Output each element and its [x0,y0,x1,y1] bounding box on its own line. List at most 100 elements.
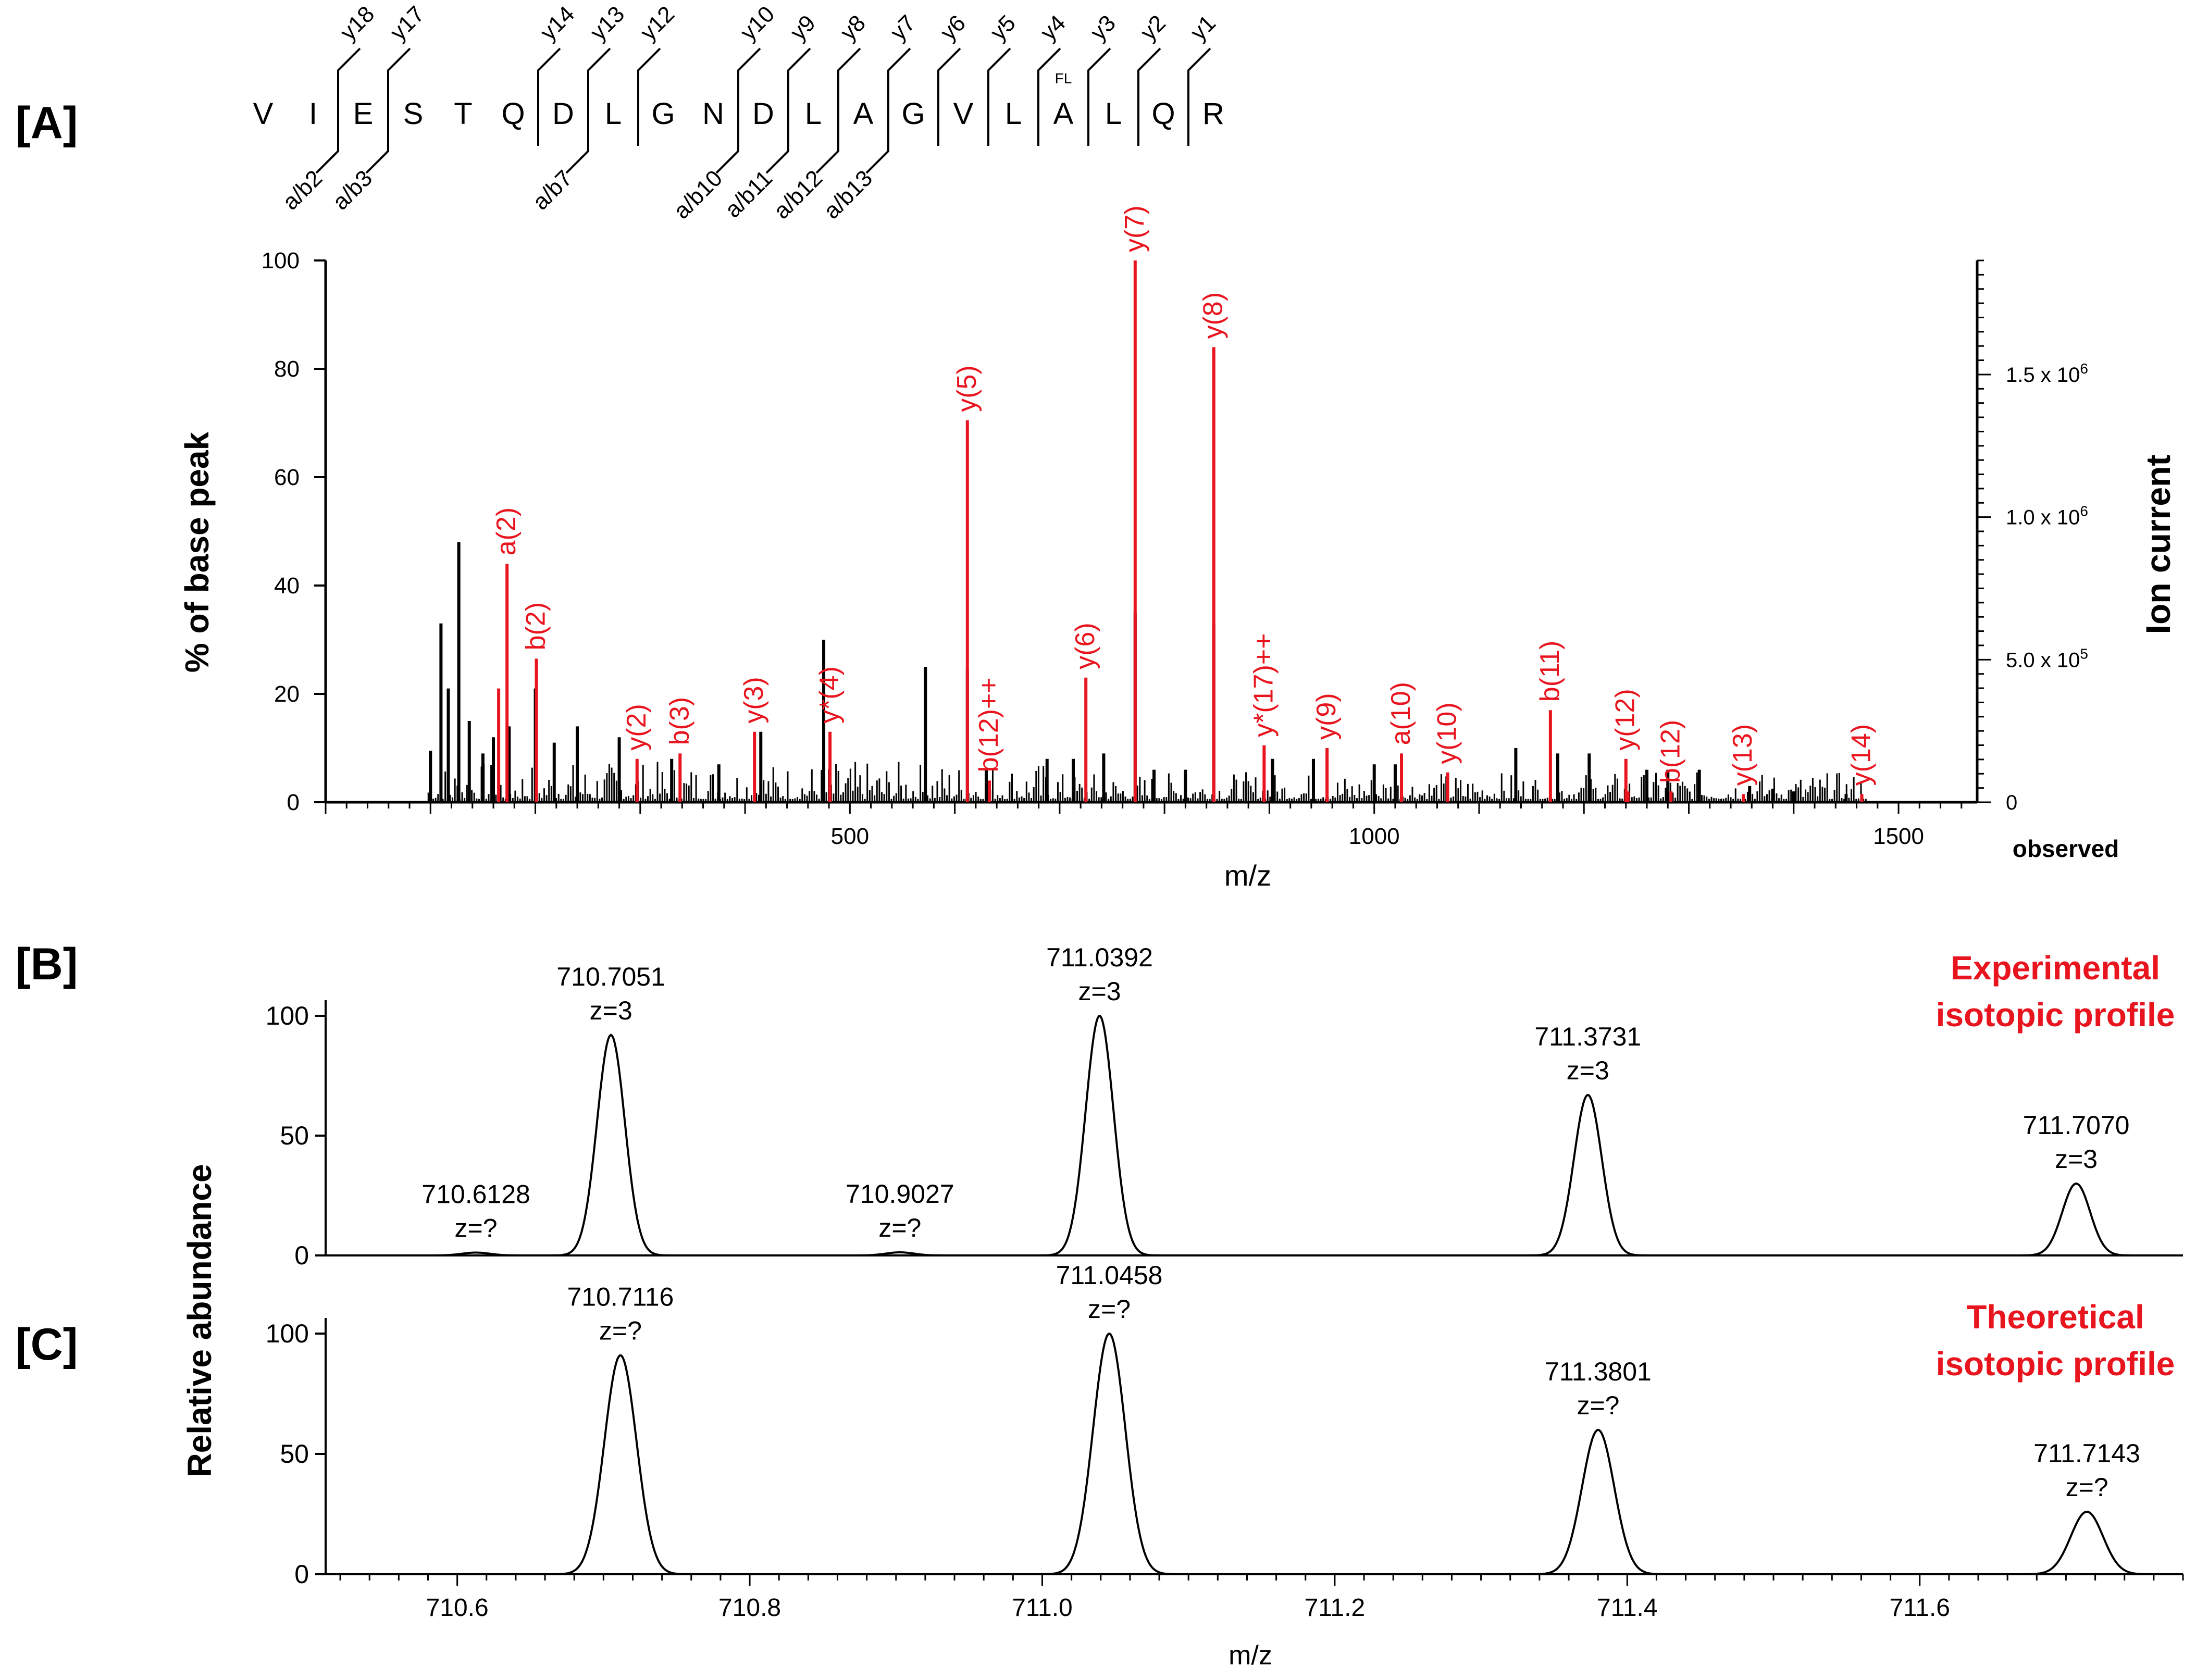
y2-tick-label: 5.0 x 105 [2006,645,2088,671]
y-ion-bracket [937,47,961,146]
y-tick-label: 50 [280,1121,309,1150]
y-ion-label: y8 [835,10,871,46]
b-ion-label: a/b13 [819,165,878,224]
y-tick-label: 100 [266,1001,309,1030]
y-ion-label: y7 [885,10,921,46]
isotopic-profile-curve [326,1333,2183,1575]
peak-mz-label: 711.0458 [1056,1261,1163,1290]
panel-label-b: [B] [16,939,78,989]
ms-ms-spectrum-panel: 0 20 40 60 80 100 500 1000 1500 0 5.0 x 105 1.0 x 1… [178,205,2177,892]
b-ion-label: a/b12 [769,165,828,224]
x-tick-label: 1500 [1873,824,1924,849]
residue-9: G [651,97,675,131]
fragment-label: y(10) [1432,702,1462,764]
fragment-label: a(2) [491,507,522,555]
residue-2: I [309,97,317,131]
y-ion-label: y1 [1185,10,1221,46]
fragment-label: y(2) [622,704,652,751]
fragment-label: y*(17)++ [1248,633,1279,737]
fragment-label: y*(4) [814,666,845,724]
panel-label-a: [A] [16,98,78,148]
b-ion-label: a/b3 [328,165,377,215]
residue-3: E [353,97,374,131]
y-tick-label: 20 [274,681,300,707]
residue-11: D [752,97,774,131]
fragment-label: y(8) [1198,292,1229,339]
residue-7: D [552,97,574,131]
peak-mz-label: 710.9027 [846,1179,954,1209]
b-ion-bracket [765,86,789,174]
peak-charge-label: z=3 [1078,977,1121,1006]
fragment-label: y(3) [739,677,769,724]
x-tick-label: 500 [831,824,869,849]
relative-abundance-label: Relative abundance [181,1164,218,1477]
fluorescent-label-mark: FL [1055,70,1072,86]
b-ion-bracket [865,86,889,174]
residue-10: N [702,97,724,131]
y2-tick-label: 1.0 x 106 [2006,503,2088,529]
b-ion-label: a/b10 [669,165,728,224]
b-ion-bracket [815,86,839,174]
fragment-label: y(9) [1311,693,1342,740]
x-tick-label: 710.6 [426,1594,489,1622]
fragment-label: b(12) [1655,720,1685,783]
fragment-label: b(3) [664,697,694,745]
y-ion-label: y17 [385,1,429,45]
y-ion-label: y9 [785,10,821,46]
peak-charge-label: z=3 [2055,1144,2098,1174]
peak-mz-label: 711.7143 [2033,1439,2140,1468]
y-tick-label: 100 [262,248,300,273]
y2-tick-label: 1.5 x 106 [2006,360,2088,387]
peak-mz-label: 711.3801 [1545,1357,1652,1386]
peak-charge-label: z=3 [1567,1056,1609,1085]
observed-peaks [427,542,1867,802]
b-ion-label: a/b2 [278,165,327,215]
peak-charge-label: z=? [878,1213,921,1242]
panel-label-c: [C] [16,1320,78,1370]
fragment-label: b(12)++ [974,677,1004,772]
y-tick-label: 40 [274,573,300,599]
residue-20: R [1202,97,1224,131]
residue-15: V [953,97,974,131]
b-ion-bracket [315,86,339,174]
peak-charge-label: z=? [455,1213,498,1242]
peak-mz-label: 710.7116 [567,1283,674,1312]
y-ion-bracket [537,47,561,146]
fragment-label: y(7) [1120,205,1150,252]
y-ion-label: y6 [935,10,971,46]
y-ion-label: y3 [1085,10,1121,46]
y-tick-label: 50 [280,1439,309,1469]
residue-19: Q [1151,97,1175,131]
y-tick-label: 80 [274,356,300,382]
fragment-label: b(2) [521,602,551,650]
y-tick-label: 0 [294,1560,309,1589]
experimental-isotopic-profile-panel: 0 50 100 710.6128 z=? 710.7051 z=3 710.9027 z=? 7… [266,943,2183,1270]
fragment-label: y(12) [1610,689,1641,750]
fragment-label: a(10) [1386,682,1416,745]
isotope-x-axis-label: m/z [1229,1640,1272,1671]
panel-b-title-line-2: isotopic profile [1936,996,2175,1034]
peak-charge-label: z=? [599,1316,642,1346]
spectrum-y-axis-label: % of base peak [178,431,216,673]
x-tick-label: 711.4 [1597,1594,1658,1622]
residue-6: Q [501,97,525,131]
x-tick-label: 711.0 [1012,1594,1073,1622]
y-ion-label: y18 [335,1,379,45]
x-tick-label: 711.6 [1889,1594,1950,1622]
residue-18: L [1105,97,1122,131]
panel-c-title-line-2: isotopic profile [1936,1345,2175,1383]
peak-charge-label: z=3 [590,996,632,1025]
y-tick-label: 0 [287,790,300,815]
y-ion-bracket [1037,47,1061,146]
x-tick-label: 1000 [1349,824,1400,849]
peak-mz-label: 710.7051 [556,962,665,991]
y-ion-label: y2 [1135,10,1171,46]
residue-13: A [853,97,874,131]
peak-mz-label: 711.0392 [1046,943,1153,972]
annotated-fragment-peaks: a(2) b(2) y(2) b(3) y(3) y*(4) y(5) b(12)++ y(6)… [491,205,1877,802]
y-ion-bracket [1087,47,1111,146]
y-ion-bracket [987,47,1011,146]
y-tick-label: 100 [266,1319,309,1348]
peak-mz-label: 710.6128 [421,1179,530,1209]
